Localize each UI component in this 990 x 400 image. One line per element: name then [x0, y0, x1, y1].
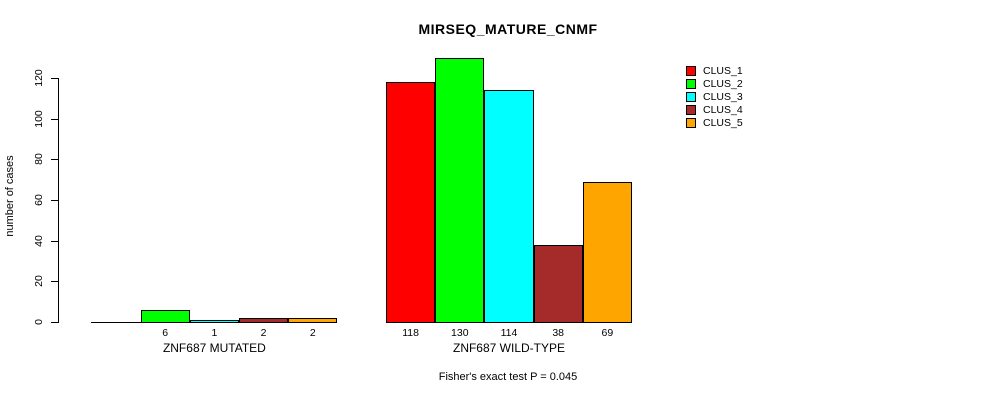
bar-value-label: 114: [500, 327, 518, 339]
bar-value-label: 69: [601, 327, 614, 339]
bar-znf687-wild-type-clus-1: [386, 82, 436, 323]
bar-value-label: 1: [211, 327, 218, 339]
y-axis-line: [58, 78, 59, 323]
bar-znf687-mutated-clus-2: [140, 310, 190, 323]
bar-value-label: 2: [260, 327, 267, 339]
y-tick-mark: [51, 322, 58, 323]
legend-label: CLUS_2: [703, 77, 743, 90]
bar-value-label: 6: [162, 327, 169, 339]
legend-item-clus-1: CLUS_1: [686, 64, 743, 77]
y-tick-mark: [51, 200, 58, 201]
bar-znf687-wild-type-clus-2: [435, 58, 485, 323]
chart-title: MIRSEQ_MATURE_CNMF: [418, 21, 598, 37]
bar-znf687-mutated-clus-5: [288, 318, 338, 323]
bar-znf687-mutated-clus-4: [239, 318, 289, 323]
legend-swatch: [686, 91, 696, 102]
bar-znf687-wild-type-clus-5: [582, 182, 632, 323]
y-tick-label: 20: [33, 275, 45, 287]
bar-value-label: 38: [552, 327, 565, 339]
y-tick-mark: [51, 119, 58, 120]
y-tick-mark: [51, 281, 58, 282]
legend-item-clus-3: CLUS_3: [686, 90, 743, 103]
y-tick-label: 40: [33, 235, 45, 247]
y-tick-mark: [51, 241, 58, 242]
y-tick-mark: [51, 78, 58, 79]
y-tick-mark: [51, 159, 58, 160]
y-tick-label: 0: [33, 319, 45, 325]
y-axis-label: number of cases: [4, 155, 16, 237]
legend-label: CLUS_1: [703, 64, 743, 77]
legend-label: CLUS_4: [703, 104, 743, 117]
legend: CLUS_1 CLUS_2 CLUS_3 CLUS_4 CLUS_5: [686, 64, 743, 130]
legend-swatch: [686, 78, 696, 89]
annotation-text: Fisher's exact test P = 0.045: [438, 371, 578, 383]
legend-item-clus-4: CLUS_4: [686, 104, 743, 117]
legend-item-clus-5: CLUS_5: [686, 117, 743, 130]
y-tick-label: 80: [33, 153, 45, 165]
bar-znf687-mutated-clus-1: [91, 322, 141, 323]
legend-item-clus-2: CLUS_2: [686, 77, 743, 90]
y-tick-label: 100: [33, 110, 45, 128]
bar-value-label: 118: [402, 327, 419, 339]
bar-value-label: 130: [451, 327, 469, 339]
legend-swatch: [686, 65, 696, 76]
y-tick-label: 60: [33, 194, 45, 206]
legend-label: CLUS_5: [703, 117, 743, 130]
group-label-znf687-wild-type: ZNF687 WILD-TYPE: [452, 341, 566, 355]
y-tick-label: 120: [33, 69, 45, 87]
bar-znf687-wild-type-clus-3: [484, 90, 534, 323]
legend-swatch: [686, 118, 696, 129]
bar-value-label: 2: [309, 327, 316, 339]
bar-znf687-wild-type-clus-4: [533, 245, 583, 323]
legend-label: CLUS_3: [703, 90, 743, 103]
bar-znf687-mutated-clus-3: [189, 320, 239, 323]
group-label-znf687-mutated: ZNF687 MUTATED: [162, 341, 266, 355]
legend-swatch: [686, 105, 696, 116]
